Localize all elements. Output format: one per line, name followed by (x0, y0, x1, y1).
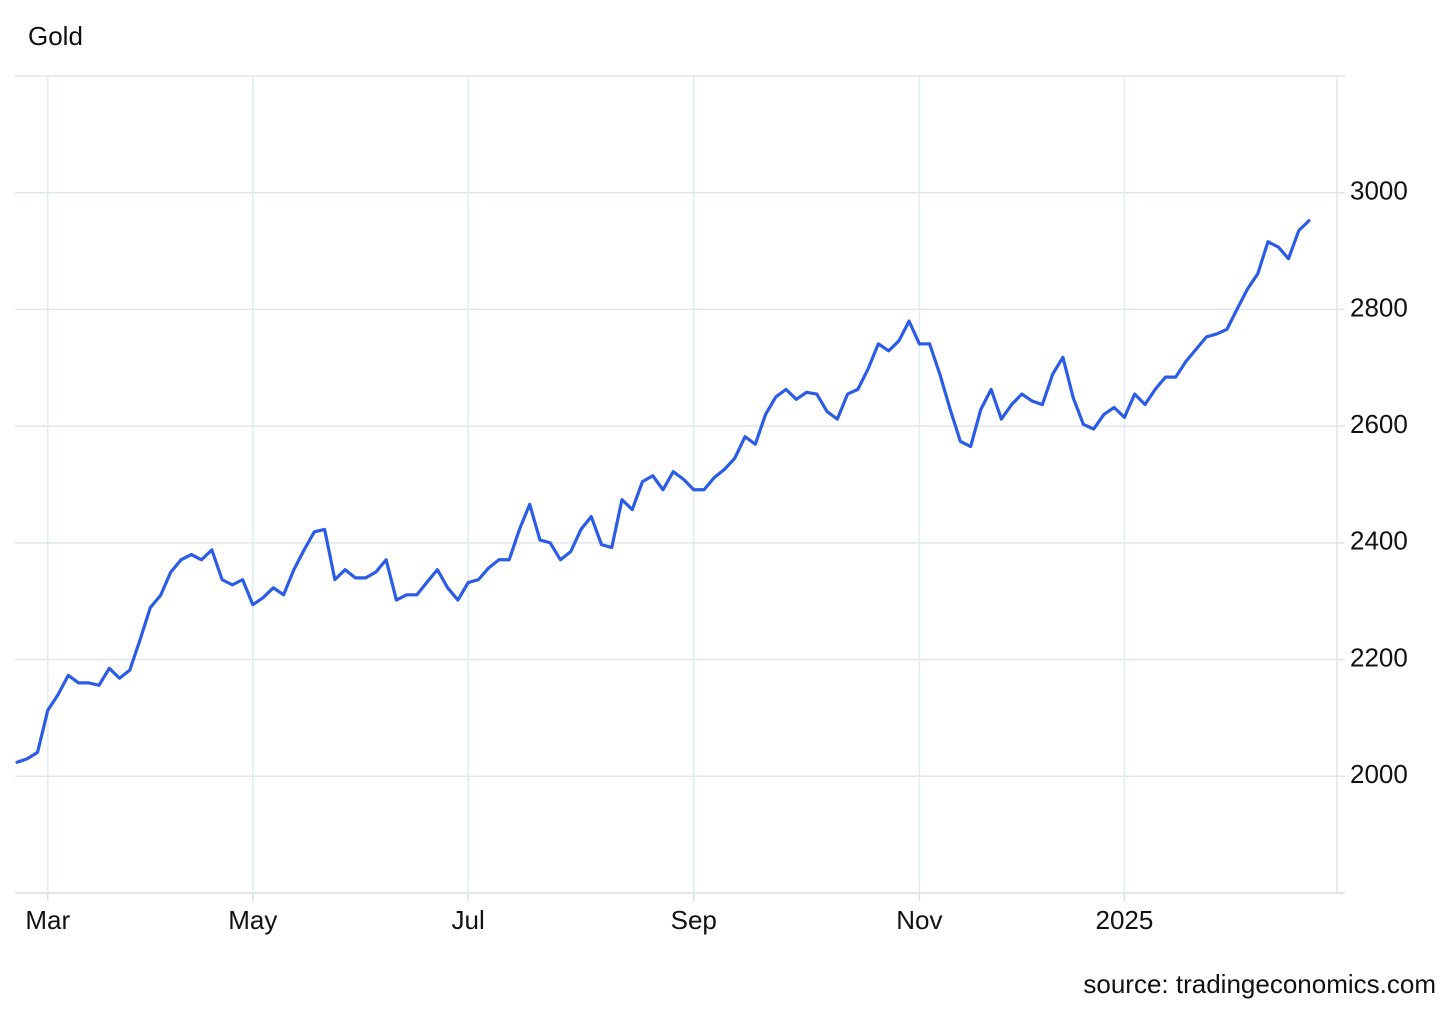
y-tick-label: 2200 (1350, 642, 1408, 672)
y-tick-label: 2600 (1350, 409, 1408, 439)
y-tick-label: 2400 (1350, 526, 1408, 556)
x-tick-label: 2025 (1096, 905, 1154, 935)
x-tick-label: Mar (25, 905, 70, 935)
source-note: source: tradingeconomics.com (1083, 969, 1436, 999)
x-tick-label: Sep (671, 905, 717, 935)
price-line (15, 219, 1311, 764)
y-tick-label: 2000 (1350, 759, 1408, 789)
y-tick-label: 2800 (1350, 292, 1408, 322)
x-tick-label: Nov (896, 905, 942, 935)
chart-title: Gold (28, 21, 83, 51)
y-tick-label: 3000 (1350, 176, 1408, 206)
x-tick-label: Jul (452, 905, 485, 935)
x-tick-label: May (228, 905, 277, 935)
